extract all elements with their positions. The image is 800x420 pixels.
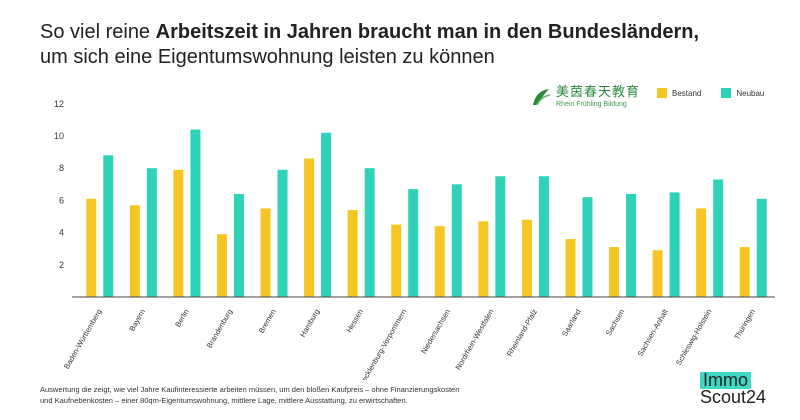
legend-item-neubau: Neubau [721, 88, 764, 98]
immoscout24-logo: Immo Scout24 [700, 371, 767, 407]
x-tick-label: Nordrhein-Westfalen [453, 308, 495, 372]
y-tick-label: 2 [59, 260, 64, 270]
bar-bestand [434, 226, 445, 297]
bar-neubau [713, 179, 724, 297]
y-tick-label: 12 [54, 99, 64, 109]
bar-neubau [626, 193, 637, 297]
bar-neubau [669, 192, 680, 297]
x-tick-label: Rheinland-Pfalz [505, 307, 539, 358]
bar-bestand [521, 219, 532, 297]
x-tick-label: Berlin [173, 308, 190, 329]
bar-bestand [391, 224, 402, 297]
bar-chart: 2 4 6 8 10 12 Baden-Württemberg Bayern Berlin Bra… [54, 99, 775, 381]
title-prefix: So viel reine [40, 21, 156, 43]
bar-neubau [582, 197, 593, 297]
x-tick-label: Schleswig-Holstein [674, 308, 713, 367]
chart-title: So viel reine Arbeitszeit in Jahren brau… [40, 20, 760, 70]
bar-bestand [304, 158, 315, 297]
bar-neubau [451, 184, 462, 297]
legend-swatch-bestand [657, 88, 667, 98]
legend-label-bestand: Bestand [672, 88, 702, 98]
brand-line2: Scout24 [700, 387, 767, 407]
y-tick-label: 6 [59, 195, 64, 205]
bar-bestand [478, 221, 489, 297]
bar-bestand [173, 169, 184, 297]
bar-neubau [321, 132, 332, 297]
logo-chinese-text: 美茵春天教育 [556, 85, 641, 100]
bar-bestand [216, 234, 227, 297]
legend-swatch-neubau [721, 88, 732, 98]
footnote-line2: und Kaufnebenkosten – einer 80qm-Eigentu… [40, 396, 408, 405]
x-tick-label: Hessen [344, 308, 365, 335]
y-tick-label: 8 [59, 163, 64, 173]
x-tick-label: Bayern [127, 308, 147, 333]
bar-neubau [190, 129, 201, 297]
bar-bestand [565, 239, 576, 297]
bar-neubau [103, 155, 114, 297]
watermark-logo: 美茵春天教育 Rhein Frühling Bildung [530, 86, 640, 108]
x-tick-label: Mecklenburg-Vorpommern [356, 308, 408, 381]
bar-neubau [364, 168, 375, 297]
x-tick-label: Baden-Württemberg [62, 308, 104, 371]
bar-bestand [652, 250, 663, 297]
footnote-line1: Auswertung die zeigt, wie viel Jahre Kau… [40, 385, 460, 394]
x-tick-label: Sachsen [604, 308, 626, 338]
chart-legend: Bestand Neubau [657, 88, 764, 98]
bar-bestand [260, 208, 271, 297]
bar-neubau [277, 169, 288, 297]
title-bold: Arbeitszeit in Jahren braucht man in den… [155, 21, 700, 43]
bar-bestand [86, 198, 97, 297]
bar-bestand [347, 210, 358, 297]
x-tick-label: Hamburg [298, 308, 321, 339]
footnote: Auswertung die zeigt, wie viel Jahre Kau… [40, 384, 510, 406]
y-tick-label: 4 [59, 228, 64, 238]
x-tick-label: Sachsen-Anhalt [636, 307, 671, 358]
bar-bestand [129, 205, 140, 297]
logo-english-text: Rhein Frühling Bildung [556, 101, 627, 108]
bar-bestand [739, 247, 750, 297]
legend-label-neubau: Neubau [736, 88, 765, 98]
y-tick-label: 10 [54, 131, 64, 141]
bar-neubau [495, 176, 506, 297]
bar-neubau [538, 176, 549, 297]
bar-neubau [756, 198, 767, 297]
x-tick-label: Niedersachsen [419, 308, 452, 356]
leaf-logo-icon [533, 89, 551, 106]
bar-neubau [408, 189, 419, 297]
brand-line1: Immo [700, 371, 751, 389]
title-line2: um sich eine Eigentumswohnung leisten zu… [40, 46, 495, 68]
bar-neubau [233, 193, 244, 297]
x-tick-label: Thüringen [732, 308, 757, 342]
bar-neubau [146, 168, 157, 297]
bar-bestand [696, 208, 707, 297]
x-tick-label: Brandenburg [205, 308, 234, 350]
legend-item-bestand: Bestand [657, 88, 701, 98]
x-tick-label: Saarland [560, 308, 583, 339]
x-tick-label: Bremen [257, 308, 278, 335]
bar-bestand [609, 247, 620, 297]
